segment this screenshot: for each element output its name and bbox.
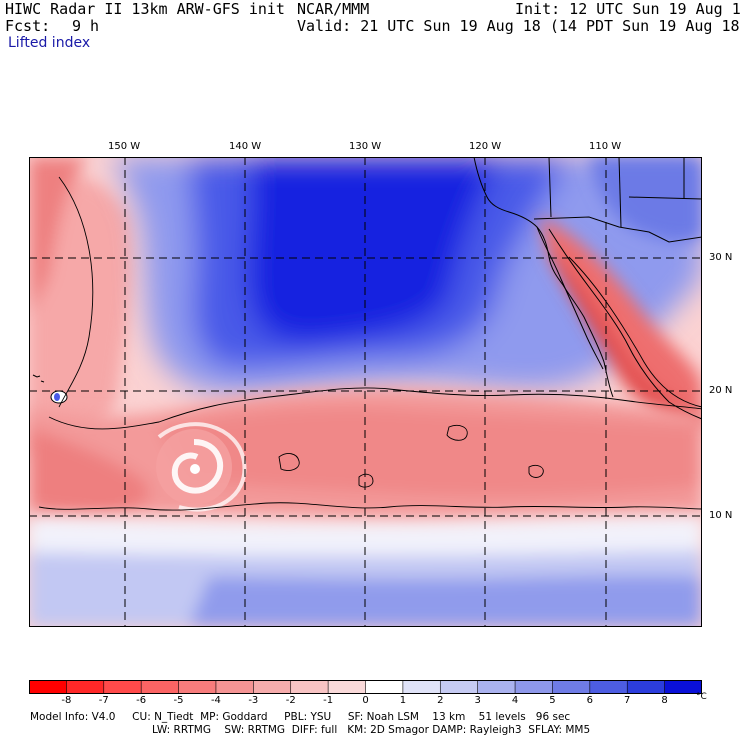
- colorbar-tick-label: 2: [437, 695, 444, 706]
- colorbar-cell: [515, 680, 553, 694]
- init-time: Init: 12 UTC Sun 19 Aug 18: [515, 0, 740, 18]
- colorbar-cell: [477, 680, 516, 694]
- state-border-1: [548, 157, 552, 218]
- colorbar-tick-label: -1: [323, 695, 334, 706]
- lon-label-130w: 130 W: [349, 141, 382, 152]
- lon-label-150w: 150 W: [108, 141, 141, 152]
- graticule: [29, 157, 702, 627]
- colorbar-tick-label: -4: [210, 695, 221, 706]
- colorbar-cell: [589, 680, 628, 694]
- colorbar-tick-label: 4: [511, 695, 519, 706]
- lifted-index-map: [29, 157, 702, 627]
- southwest-us-blue-region: [589, 157, 702, 242]
- zero-contour-south: [38, 502, 702, 511]
- colorbar-tick-label: 8: [661, 695, 668, 706]
- colorbar-tick-label: 3: [474, 695, 481, 706]
- colorbar-tick-label: -3: [248, 695, 259, 706]
- colorbar-cell: [402, 680, 441, 694]
- colorbar-cell: [664, 680, 702, 694]
- lat-label-10n: 10 N: [709, 510, 733, 521]
- contour-small-4: [528, 464, 544, 478]
- forecast-hour: 9 h: [72, 17, 100, 35]
- field-name: Lifted index: [8, 35, 91, 51]
- colorbar-cell: [66, 680, 105, 694]
- colorbar-cell: [103, 680, 142, 694]
- map-frame: [29, 157, 702, 627]
- colorbar-tick-label: 1: [399, 695, 407, 706]
- model-info-line-1: Model Info: V4.0 CU: N_Tiedt MP: Goddard…: [30, 711, 571, 723]
- baja-peninsula-outline: [536, 226, 604, 370]
- colorbar-tick-label: 0: [362, 695, 369, 706]
- colorbar-cell: [365, 680, 404, 694]
- colorbar-cell: [552, 680, 591, 694]
- colorbar-tick-label: -7: [98, 695, 109, 706]
- state-border-2: [618, 157, 622, 228]
- colorbar-cell: [328, 680, 366, 694]
- contour-mexico: [568, 256, 702, 408]
- colorbar-cell: [29, 680, 67, 694]
- lon-label-110w: 110 W: [589, 141, 622, 152]
- colorbar-labels: -8 -7 -6 -5 -4 -3 -2 -1 0 1 2 3 4 5 6 7 8 °C: [29, 692, 719, 707]
- colorbar-cell: [215, 680, 254, 694]
- valid-time: Valid: 21 UTC Sun 19 Aug 18 (14 PDT Sun …: [297, 17, 740, 35]
- organization: NCAR/MMM: [297, 0, 370, 18]
- gulf-of-california-coast: [548, 228, 702, 420]
- contour-west: [58, 176, 94, 408]
- north-america-coastline: [473, 157, 614, 398]
- colorbar-cell: [440, 680, 479, 694]
- lon-label-120w: 120 W: [469, 141, 502, 152]
- contour-small-2: [446, 424, 468, 441]
- model-title: HIWC Radar II 13km ARW-GFS init: [5, 0, 285, 18]
- zero-contour-north: [48, 387, 702, 430]
- colorbar-tick-label: 6: [586, 695, 594, 706]
- us-mexico-border: [533, 216, 702, 243]
- state-border-3: [628, 196, 702, 200]
- mexico-unstable-region: [539, 217, 702, 427]
- colorbar-unit: °C: [696, 692, 707, 702]
- colorbar-tick-label: -8: [61, 695, 72, 706]
- colorbar-cell: [178, 680, 217, 694]
- forecast-label: Fcst:: [5, 17, 51, 35]
- lat-label-30n: 30 N: [709, 252, 733, 263]
- contour-small-1: [278, 453, 300, 472]
- colorbar-cell: [141, 680, 180, 694]
- lon-label-140w: 140 W: [229, 141, 262, 152]
- colorbar: [29, 680, 702, 694]
- colorbar-tick-label: -5: [173, 695, 184, 706]
- colorbar-cell: [627, 680, 666, 694]
- colorbar-tick-label: -6: [136, 695, 147, 706]
- colorbar-cell: [290, 680, 329, 694]
- lat-label-20n: 20 N: [709, 385, 733, 396]
- colorbar-tick-label: 5: [549, 695, 556, 706]
- colorbar-tick-label: 7: [624, 695, 631, 706]
- colorbar-cell: [253, 680, 292, 694]
- model-info-line-2: LW: RRTMG SW: RRTMG DIFF: full KM: 2D Sm…: [152, 724, 591, 736]
- colorbar-tick-label: -2: [285, 695, 296, 706]
